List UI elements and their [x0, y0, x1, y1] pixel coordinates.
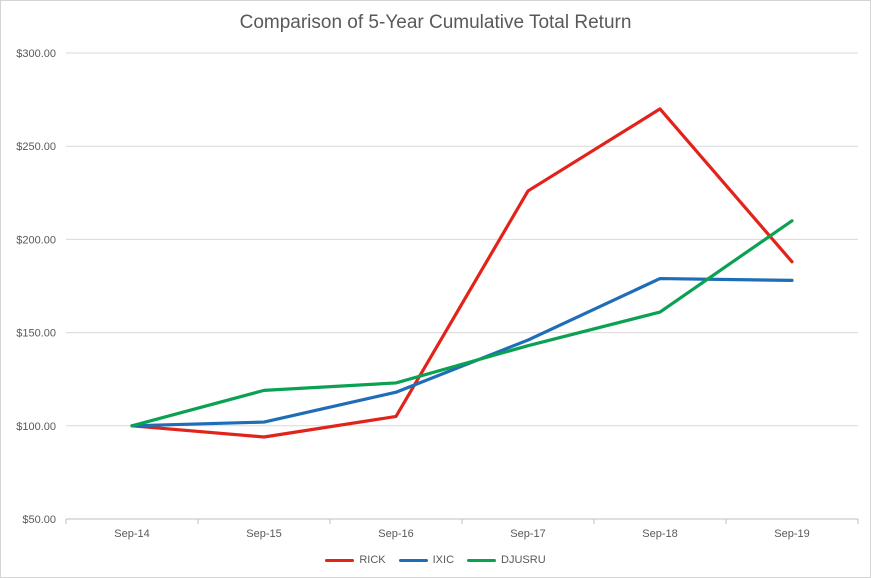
y-axis-tick-label: $100.00 — [16, 421, 56, 433]
legend-item-ixic: IXIC — [398, 554, 455, 566]
legend-label: IXIC — [432, 554, 455, 566]
series-line-ixic — [130, 276, 794, 428]
legend-line-swatch — [398, 558, 428, 562]
series-line-djusru — [130, 219, 794, 428]
x-axis-tick-label: Sep-18 — [642, 528, 677, 540]
legend-label: RICK — [359, 554, 386, 566]
y-axis-tick-label: $50.00 — [22, 514, 56, 526]
y-axis-tick-label: $300.00 — [16, 48, 56, 60]
legend-item-rick: RICK — [325, 554, 386, 566]
x-axis-tick-label: Sep-19 — [774, 528, 809, 540]
x-axis-tick-label: Sep-14 — [114, 528, 149, 540]
x-axis-tick-label: Sep-15 — [246, 528, 281, 540]
y-axis-tick-label: $150.00 — [16, 328, 56, 340]
legend-label: DJUSRU — [501, 554, 546, 566]
y-axis-tick-label: $200.00 — [16, 234, 56, 246]
legend-line-swatch — [325, 558, 355, 562]
chart-title: Comparison of 5-Year Cumulative Total Re… — [239, 12, 632, 33]
y-axis-tick-label: $250.00 — [16, 141, 56, 153]
x-axis-tick-label: Sep-16 — [378, 528, 413, 540]
legend-line-swatch — [467, 558, 497, 562]
series-line-rick — [130, 107, 794, 439]
legend-item-djusru: DJUSRU — [467, 554, 546, 566]
legend: RICK IXIC DJUSRU — [1, 551, 870, 569]
x-axis-tick-label: Sep-17 — [510, 528, 545, 540]
